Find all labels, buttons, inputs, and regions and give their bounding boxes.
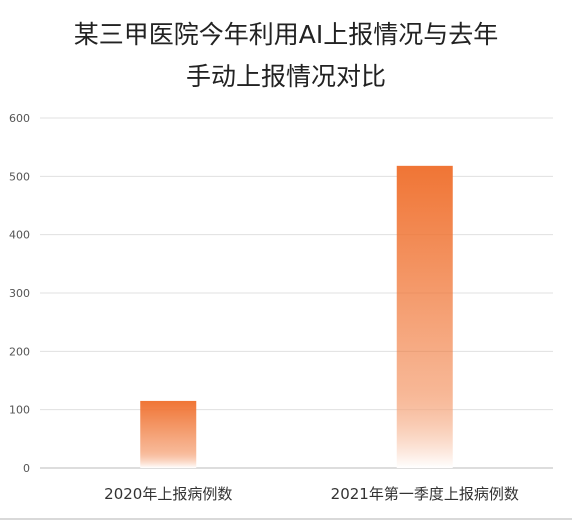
bars: [140, 165, 453, 469]
y-tick-label-400: 400: [9, 229, 30, 242]
y-axis-ticks: 0 100 200 300 400 500 600: [9, 112, 30, 475]
y-tick-label-100: 100: [9, 404, 30, 417]
y-tick-label-200: 200: [9, 345, 30, 358]
x-axis-labels: 2020年上报病例数 2021年第一季度上报病例数: [104, 485, 519, 503]
bar-1: [396, 165, 453, 469]
bottom-divider: [0, 518, 572, 520]
grid-lines: [40, 117, 553, 469]
y-tick-label-600: 600: [9, 112, 30, 125]
y-tick-label-300: 300: [9, 287, 30, 300]
chart-title: 某三甲医院今年利用AI上报情况与去年 手动上报情况对比: [0, 14, 572, 98]
y-tick-label-0: 0: [23, 462, 30, 475]
chart-title-line-1: 某三甲医院今年利用AI上报情况与去年: [73, 20, 499, 49]
x-category-label-0: 2020年上报病例数: [104, 485, 232, 503]
chart-title-line-2: 手动上报情况对比: [185, 62, 386, 91]
bar-0: [140, 400, 197, 468]
y-tick-label-500: 500: [9, 170, 30, 183]
x-category-label-1: 2021年第一季度上报病例数: [331, 485, 519, 503]
